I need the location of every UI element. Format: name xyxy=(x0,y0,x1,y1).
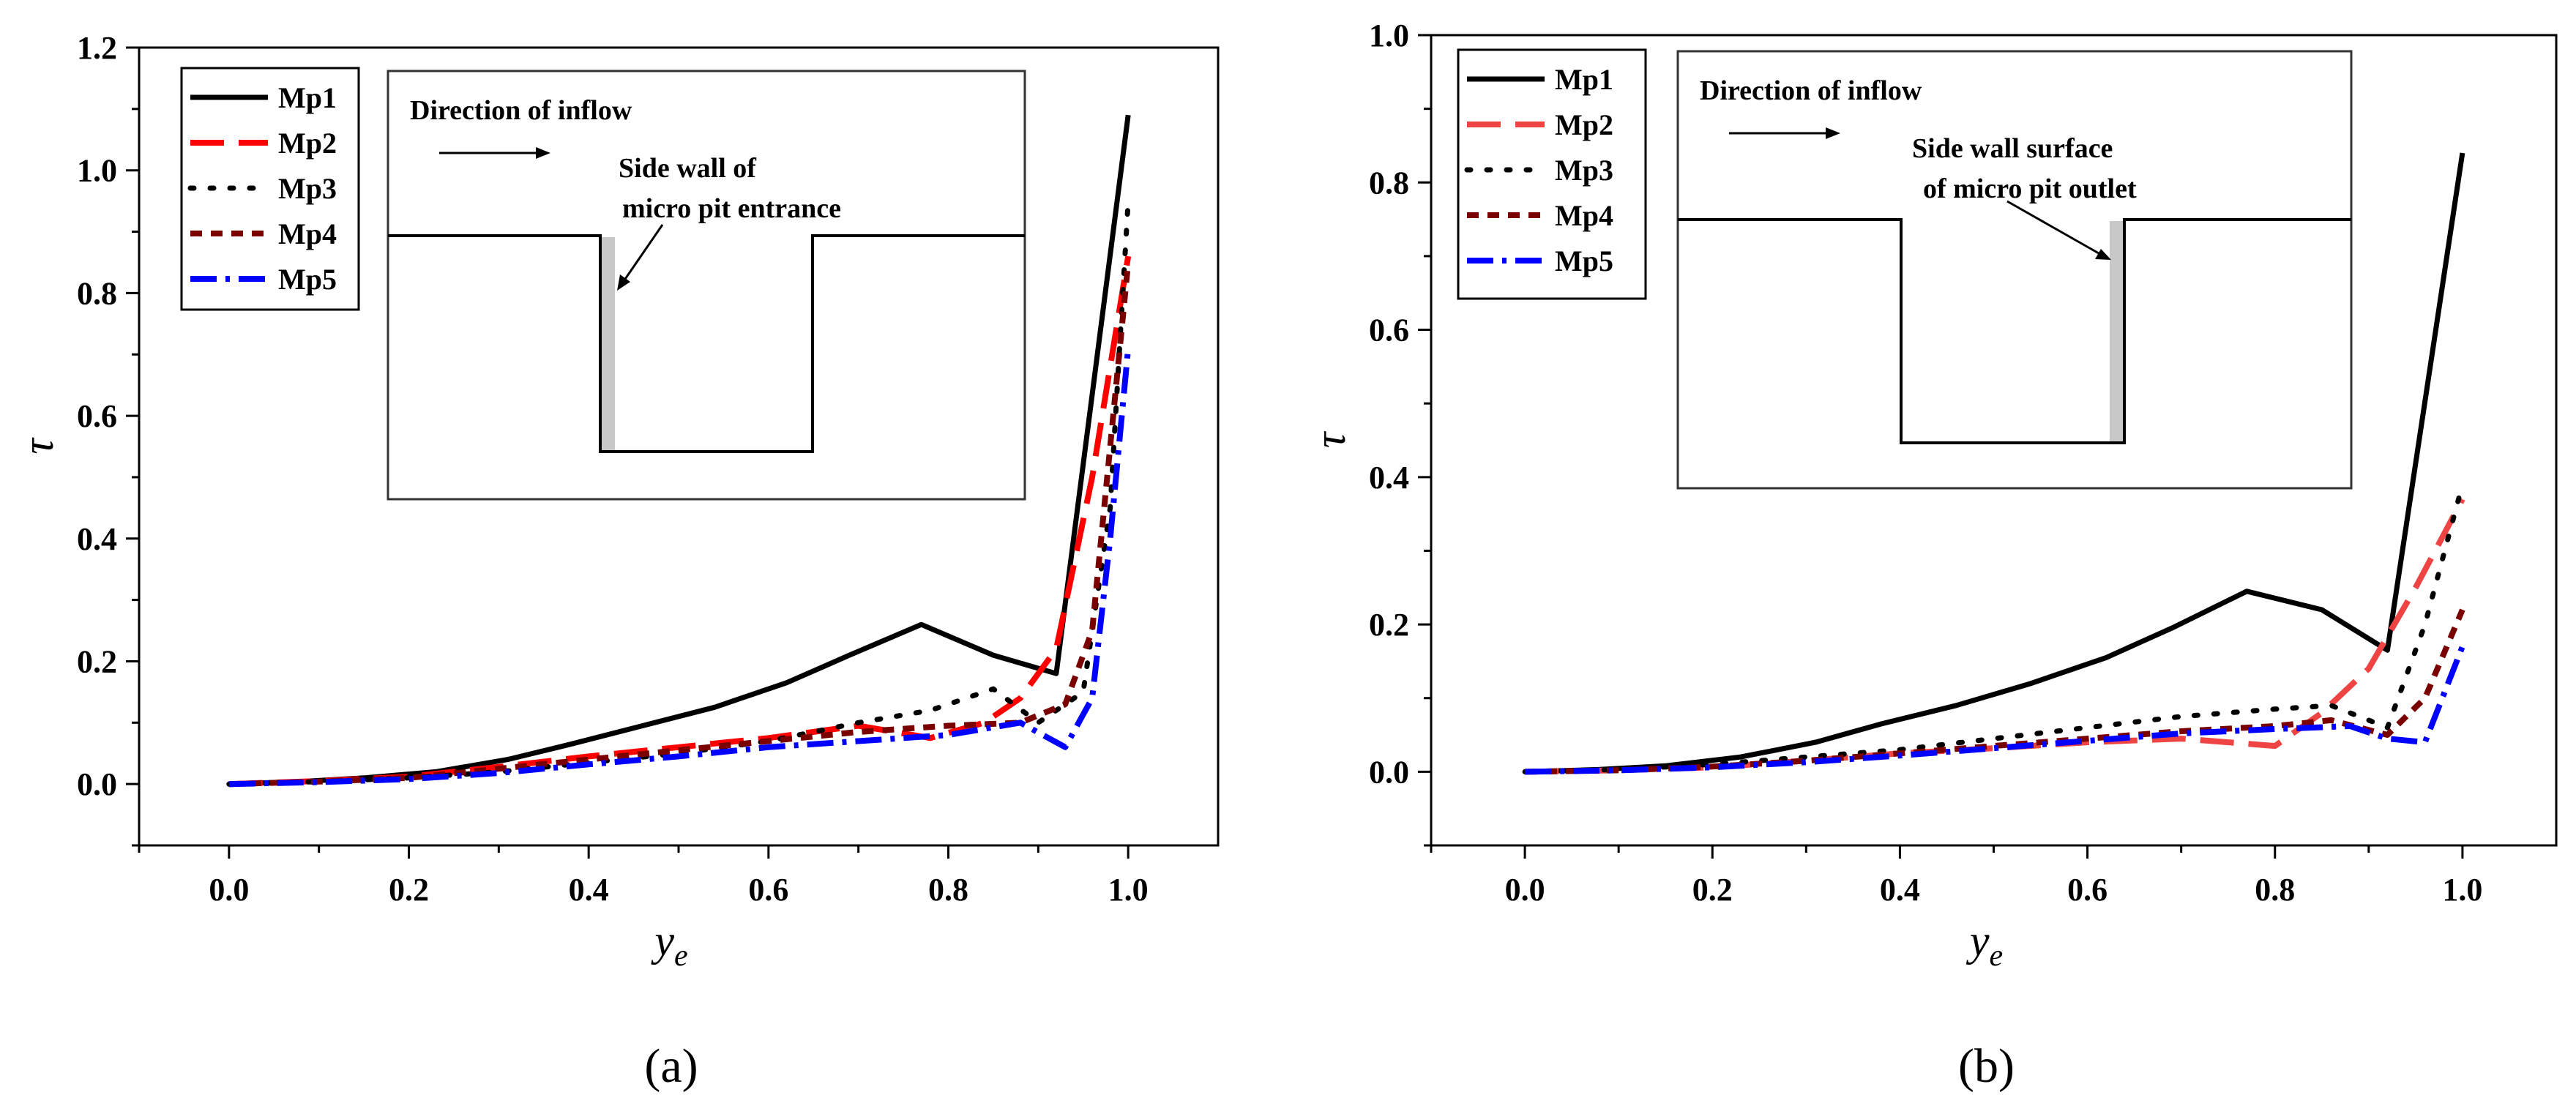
legend-entry-mp3: Mp3 xyxy=(278,172,337,205)
x-tick-label: 0.0 xyxy=(209,872,249,908)
inset-label-line1: Side wall surface xyxy=(1912,133,2113,164)
series-line-mp1 xyxy=(1524,152,2465,774)
x-axis-label-subscript: e xyxy=(1989,939,2003,973)
y-tick-label: 0.6 xyxy=(77,398,117,434)
legend-entry-mp2: Mp2 xyxy=(1555,108,1613,141)
series-line-mp5 xyxy=(1525,645,2465,775)
y-tick-label: 0.4 xyxy=(77,521,117,557)
inset-label-line2: of micro pit outlet xyxy=(1923,173,2137,204)
x-tick-label: 0.0 xyxy=(1505,872,1545,908)
inset-label-line1: Side wall of xyxy=(619,153,757,184)
pointer-arrow-icon xyxy=(2095,249,2111,260)
x-axis-label-subscript: e xyxy=(674,939,688,973)
y-tick-label: 1.0 xyxy=(77,153,117,189)
y-tick-label: 0.0 xyxy=(1369,754,1409,790)
series-line-mp5 xyxy=(228,348,1132,788)
pointer-arrow-line xyxy=(621,224,664,284)
x-tick-label: 0.4 xyxy=(1880,872,1920,908)
x-tick-label: 0.6 xyxy=(2067,872,2108,908)
x-tick-label: 0.8 xyxy=(2255,872,2295,908)
y-axis-label: τ xyxy=(14,437,62,455)
inset-frame xyxy=(387,70,1026,501)
legend-entry-mp4: Mp4 xyxy=(1555,199,1613,232)
x-tick-label: 0.2 xyxy=(1692,872,1733,908)
micro-pit-profile xyxy=(1678,218,2351,444)
x-tick-label: 0.2 xyxy=(389,872,429,908)
legend-entry-mp5: Mp5 xyxy=(278,263,337,296)
inset-label-line2: micro pit entrance xyxy=(622,193,841,224)
y-tick-label: 0.8 xyxy=(1369,165,1409,201)
y-tick-label: 1.2 xyxy=(77,30,117,66)
chart-panel-a: 0.0 0.2 0.4 0.6 0.8 1.0 0.0 0.2 0.4 0.6 0.8 1.0 1.2 y… xyxy=(14,30,1220,1093)
series-line-mp4 xyxy=(228,262,1132,788)
y-tick-label: 0.6 xyxy=(1369,313,1409,348)
x-tick-label: 0.8 xyxy=(928,872,968,908)
inflow-arrow-icon xyxy=(536,147,550,159)
x-tick-label: 1.0 xyxy=(1108,872,1149,908)
series-line-mp2 xyxy=(1525,498,2465,775)
y-tick-label: 0.8 xyxy=(77,275,117,311)
y-tick-label: 0.0 xyxy=(77,766,117,802)
legend-entry-mp1: Mp1 xyxy=(1555,63,1613,96)
side-wall-highlight xyxy=(2110,221,2123,441)
inset-direction-text: Direction of inflow xyxy=(410,95,632,126)
inflow-arrow-icon xyxy=(1826,127,1840,139)
panel-label: (b) xyxy=(1958,1039,2015,1093)
series-line-mp3 xyxy=(226,198,1131,787)
x-tick-label: 0.4 xyxy=(569,872,609,908)
legend-entry-mp2: Mp2 xyxy=(278,127,337,160)
legend-entry-mp1: Mp1 xyxy=(278,81,337,114)
side-wall-highlight xyxy=(602,237,615,450)
legend-entry-mp5: Mp5 xyxy=(1555,244,1613,277)
series-line-mp3 xyxy=(1522,482,2465,774)
micro-pit-profile xyxy=(388,234,1025,453)
x-axis-label: ye xyxy=(1965,916,2003,973)
legend-box xyxy=(1457,48,1647,300)
x-tick-label: 1.0 xyxy=(2442,872,2482,908)
y-tick-label: 0.4 xyxy=(1369,460,1409,496)
x-tick-label: 0.6 xyxy=(748,872,788,908)
chart-panel-b: 0.0 0.2 0.4 0.6 0.8 1.0 0.0 0.2 0.4 0.6 0.8 1.0 ye τ (… xyxy=(1306,18,2558,1093)
inset-frame xyxy=(1676,50,2353,490)
x-axis-label: ye xyxy=(650,916,687,973)
inset-direction-text: Direction of inflow xyxy=(1700,75,1922,106)
y-tick-label: 1.0 xyxy=(1369,18,1409,53)
series-line-mp4 xyxy=(1525,608,2465,775)
legend-entry-mp4: Mp4 xyxy=(278,217,337,250)
legend-entry-mp3: Mp3 xyxy=(1555,154,1613,187)
y-tick-label: 0.2 xyxy=(77,643,117,679)
panel-label: (a) xyxy=(644,1039,698,1093)
y-tick-label: 0.2 xyxy=(1369,607,1409,643)
pointer-arrow-line xyxy=(2006,200,2105,258)
y-axis-label: τ xyxy=(1306,430,1354,448)
pointer-arrow-icon xyxy=(617,274,630,291)
